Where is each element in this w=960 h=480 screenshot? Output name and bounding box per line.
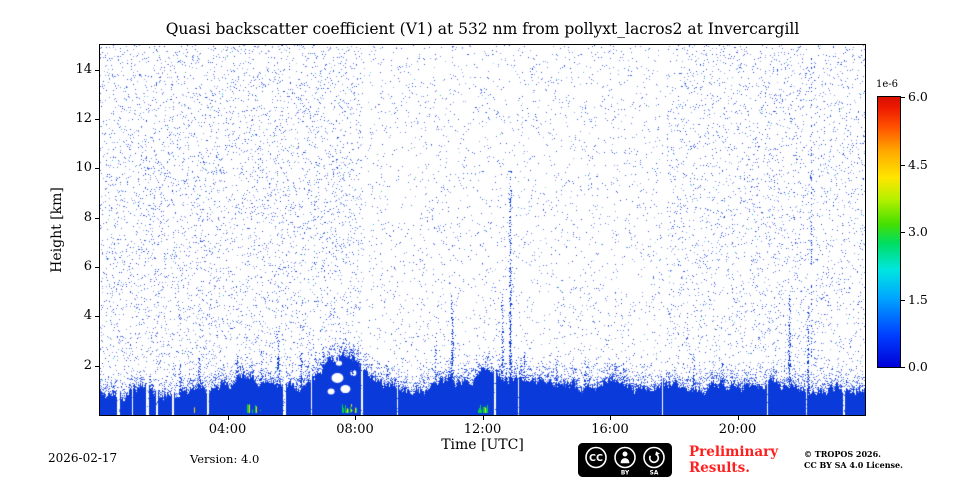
colorbar-tick-label: 4.5 [908,156,928,172]
colorbar-tick-mark [901,367,905,368]
x-tick-mark [227,416,229,420]
y-tick-label: 4 [83,308,92,324]
y-tick-mark [95,69,99,71]
colorbar-tick-mark [901,232,905,233]
y-tick-mark [95,365,99,367]
y-tick-mark [95,119,99,120]
colorbar-scale-label: 1e-6 [876,79,899,90]
y-tick-label: 10 [75,160,92,176]
y-tick-label: 14 [75,61,92,77]
cc-logo-icon: CC [585,446,607,469]
colorbar-tick-label: 1.5 [908,291,928,307]
y-tick-label: 8 [83,209,92,225]
by-person-icon [614,446,636,469]
colorbar-tick-label: 3.0 [908,224,928,239]
preliminary-line1: Preliminary [689,444,779,460]
cc-by-sa-license-badge: CC BY SA [578,443,672,477]
x-tick-mark [355,416,356,420]
copyright-line1: © TROPOS 2026. [804,449,881,459]
colorbar-tick-mark [901,97,905,98]
x-tick-label: 16:00 [591,422,629,437]
sa-label: SA [650,471,659,477]
sa-arrow-icon [643,446,665,469]
colorbar-tick-label: 6.0 [908,89,928,104]
copyright-line2: CC BY SA 4.0 License. [804,460,903,470]
y-tick-label: 6 [83,259,92,274]
y-tick-mark [95,267,99,268]
svg-text:CC: CC [589,453,603,464]
x-tick-label: 04:00 [208,422,247,437]
plot-area [99,44,866,416]
plot-title: Quasi backscatter coefficient (V1) at 53… [165,20,800,38]
y-tick-mark [95,316,99,318]
colorbar [877,96,901,368]
x-axis-label: Time [UTC] [441,437,524,453]
copyright-label: © TROPOS 2026. CC BY SA 4.0 License. [804,449,903,471]
y-tick-mark [95,168,99,170]
colorbar-tick-mark [901,299,905,301]
x-tick-label: 08:00 [336,422,374,437]
y-tick-label: 12 [75,111,92,126]
date-label: 2026-02-17 [48,451,118,465]
y-tick-label: 2 [83,357,92,373]
colorbar-tick-mark [901,164,905,166]
version-label: Version: 4.0 [190,452,260,466]
heatmap-canvas [100,45,865,415]
x-tick-label: 20:00 [718,422,757,437]
x-tick-label: 12:00 [463,422,502,437]
x-tick-mark [737,416,739,420]
by-label: BY [621,471,630,477]
x-tick-mark [610,416,611,420]
y-tick-mark [95,217,99,219]
x-tick-mark [482,416,484,420]
preliminary-results-label: Preliminary Results. [689,444,778,476]
preliminary-line2: Results. [689,460,750,476]
colorbar-tick-label: 0.0 [908,359,928,374]
